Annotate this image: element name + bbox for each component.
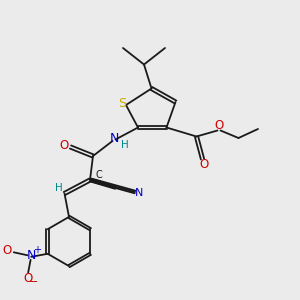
Text: O: O xyxy=(59,139,68,152)
Text: S: S xyxy=(118,97,126,110)
Text: O: O xyxy=(214,118,224,132)
Text: H: H xyxy=(55,183,62,193)
Text: N: N xyxy=(134,188,143,199)
Text: O: O xyxy=(200,158,208,172)
Text: N: N xyxy=(26,249,36,262)
Text: O: O xyxy=(3,244,12,257)
Text: O: O xyxy=(24,272,33,286)
Text: +: + xyxy=(33,245,41,255)
Text: −: − xyxy=(29,277,38,287)
Text: N: N xyxy=(109,131,119,145)
Text: C: C xyxy=(96,170,102,181)
Text: H: H xyxy=(121,140,129,150)
